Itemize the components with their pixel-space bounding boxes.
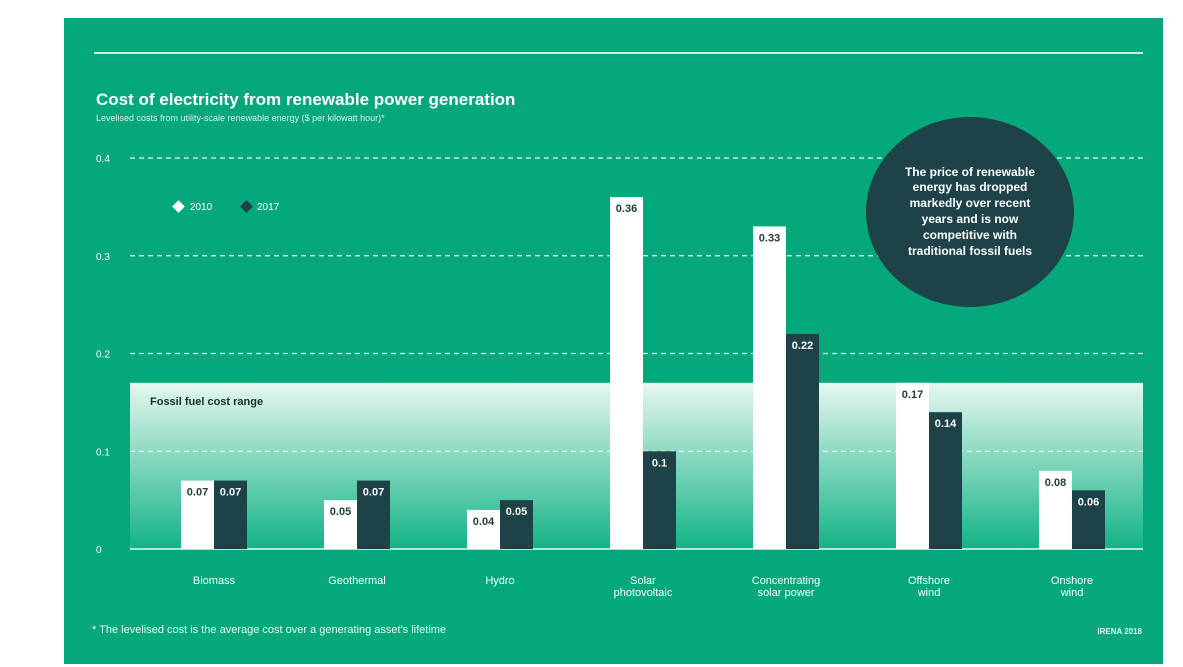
y-tick-label: 0.4 (96, 154, 110, 165)
callout-text: The price of renewable energy has droppe… (904, 164, 1036, 258)
x-tick-label: Solar photovoltaic (614, 575, 673, 599)
bar-value-label: 0.36 (616, 203, 637, 215)
callout-bubble: The price of renewable energy has droppe… (866, 117, 1074, 307)
bar-value-label: 0.14 (935, 418, 957, 430)
bar-2010 (467, 509, 500, 549)
legend-item-2017: 2017 (240, 200, 280, 213)
bar-2010 (753, 226, 786, 550)
bar-2010 (324, 500, 357, 549)
source-credit: IRENA 2018 (1097, 627, 1142, 636)
bar-value-label: 0.05 (330, 506, 351, 518)
x-tick-label: Biomass (193, 575, 236, 587)
bar-2017 (929, 412, 962, 549)
x-tick-label: Concentrating solar power (752, 575, 821, 599)
bar-2017 (1072, 490, 1105, 549)
bar-2017 (357, 480, 390, 549)
bar-value-label: 0.22 (792, 340, 813, 352)
bar-2010 (181, 480, 214, 549)
bar-value-label: 0.33 (759, 232, 780, 244)
bar-chart: Fossil fuel cost range 0 0.1 0.2 0.3 0.4 0.0… (96, 154, 1143, 599)
top-divider (94, 52, 1143, 54)
legend-item-2010: 2010 (172, 200, 213, 213)
bar-value-label: 0.06 (1078, 496, 1099, 508)
chart-panel: Cost of electricity from renewable power… (64, 18, 1163, 664)
bar-value-label: 0.07 (363, 487, 384, 499)
legend-label-2010: 2010 (190, 202, 213, 213)
bar-2010 (896, 382, 929, 549)
bar-value-label: 0.04 (473, 516, 495, 528)
bar-value-label: 0.07 (220, 487, 241, 499)
bar-2017 (214, 480, 247, 549)
chart-title: Cost of electricity from renewable power… (96, 90, 516, 109)
x-tick-label: Geothermal (328, 575, 385, 587)
bar-2010 (1039, 470, 1072, 549)
bar-value-label: 0.05 (506, 506, 527, 518)
bar-2017 (643, 451, 676, 549)
x-tick-label: Hydro (485, 575, 514, 587)
legend-swatch-2010 (172, 200, 185, 213)
x-tick-label: Offshore wind (908, 575, 950, 599)
chart-subtitle: Levelised costs from utility-scale renew… (96, 113, 385, 123)
y-tick-label: 0 (96, 545, 102, 556)
x-tick-label: Onshore wind (1051, 575, 1093, 599)
bar-value-label: 0.08 (1045, 477, 1066, 489)
footnote: * The levelised cost is the average cost… (92, 624, 447, 636)
fossil-fuel-band-label: Fossil fuel cost range (150, 396, 263, 408)
bar-2017 (500, 500, 533, 549)
legend-label-2017: 2017 (257, 202, 280, 213)
y-tick-label: 0.2 (96, 350, 110, 361)
bar-value-label: 0.17 (902, 389, 923, 401)
bar-2017 (786, 333, 819, 549)
bar-value-label: 0.1 (652, 457, 667, 469)
legend-swatch-2017 (240, 200, 253, 213)
bar-value-label: 0.07 (187, 487, 208, 499)
y-tick-label: 0.1 (96, 447, 110, 458)
y-tick-label: 0.3 (96, 252, 110, 263)
bar-2010 (610, 197, 643, 549)
